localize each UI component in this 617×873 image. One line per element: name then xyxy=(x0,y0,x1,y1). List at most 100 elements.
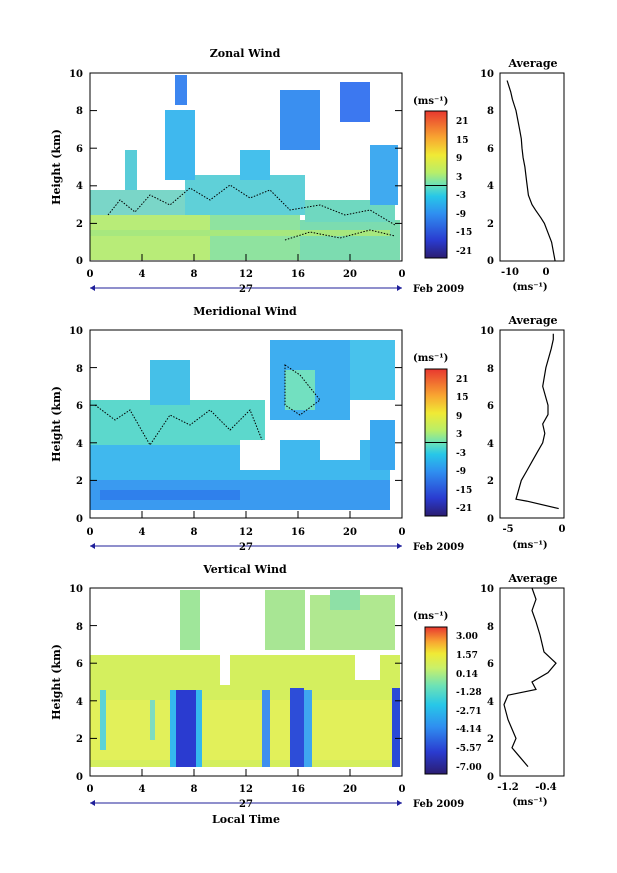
colorbar-tick-label: 15 xyxy=(456,393,469,403)
zonal-average-title: Average xyxy=(507,57,557,70)
y-tick-label: 6 xyxy=(487,144,494,155)
vertical-y-tick-labels: 0 2 4 6 8 10 xyxy=(69,584,83,783)
meridional-average-title: Average xyxy=(507,314,557,327)
heatmap-cell xyxy=(90,215,210,260)
vertical-x-tick-labels: 0 4 8 12 16 20 0 xyxy=(87,784,406,795)
y-tick-label: 2 xyxy=(76,219,83,230)
y-tick-label: 10 xyxy=(69,69,83,80)
heatmap-cell xyxy=(125,150,137,190)
y-tick-label: 6 xyxy=(76,659,83,670)
y-tick-label: 4 xyxy=(76,697,83,708)
zonal-average-x-label: (ms⁻¹) xyxy=(512,282,547,293)
x-tick-label: 16 xyxy=(291,527,305,538)
y-tick-label: 0 xyxy=(487,256,494,267)
meridional-average-x-label: (ms⁻¹) xyxy=(512,540,547,551)
colorbar-tick-label: 3 xyxy=(456,430,462,440)
colorbar-tick-label: -3 xyxy=(456,191,466,201)
meridional-average-y-tick-labels: 0 2 4 6 8 10 xyxy=(480,326,494,525)
y-tick-label: 0 xyxy=(76,256,83,267)
y-tick-label: 10 xyxy=(480,69,494,80)
zonal-colorbar-labels: 21 15 9 3 -3 -9 -15 -21 xyxy=(456,117,472,257)
vertical-panel: Vertical Wind xyxy=(50,563,482,826)
heatmap-cell xyxy=(340,82,370,122)
vertical-y-ticks xyxy=(90,587,402,739)
y-tick-label: 6 xyxy=(487,401,494,412)
x-tick-label: 20 xyxy=(343,527,357,538)
heatmap-cell xyxy=(392,688,400,767)
y-tick-label: 10 xyxy=(69,326,83,337)
colorbar-tick-label: 21 xyxy=(456,375,469,385)
x-tick-label: 16 xyxy=(291,784,305,795)
meridional-y-ticks xyxy=(90,329,402,481)
x-tick-label: 8 xyxy=(191,269,198,280)
x-tick-label: 8 xyxy=(191,527,198,538)
colorbar-tick-label: -21 xyxy=(456,247,472,257)
x-tick-label: 8 xyxy=(191,784,198,795)
x-tick-label: 12 xyxy=(239,527,253,538)
vertical-average-panel: Average 0 2 4 6 8 10 -1.2 -0.4 (ms⁻¹) xyxy=(480,572,565,808)
x-tick-label: 0 xyxy=(87,269,94,280)
colorbar-tick-label: 0.14 xyxy=(456,670,478,680)
colorbar-tick-label: -9 xyxy=(456,467,466,477)
colorbar-tick-label: 9 xyxy=(456,154,462,164)
heatmap-cell xyxy=(90,700,400,760)
heatmap-cell xyxy=(304,690,312,767)
x-tick-label: 12 xyxy=(239,269,253,280)
meridional-zero-contour xyxy=(284,364,321,416)
vertical-date-label: Feb 2009 xyxy=(413,799,464,810)
y-tick-label: 4 xyxy=(487,439,494,450)
x-tick-label: 12 xyxy=(239,784,253,795)
y-tick-label: 0 xyxy=(487,772,494,783)
zonal-y-tick-labels: 0 2 4 6 8 10 xyxy=(69,69,83,267)
vertical-x-ticks xyxy=(89,769,403,776)
vertical-average-title: Average xyxy=(507,572,557,585)
heatmap-cell xyxy=(265,590,305,650)
meridional-average-panel: Average 0 2 4 6 8 10 -5 0 (ms⁻¹) xyxy=(480,314,565,551)
y-tick-label: 8 xyxy=(487,622,494,633)
heatmap-cell xyxy=(210,215,300,260)
vertical-average-x-label: (ms⁻¹) xyxy=(512,797,547,808)
y-tick-label: 10 xyxy=(480,326,494,337)
vertical-y-axis-label: Height (km) xyxy=(50,644,63,720)
y-tick-label: 8 xyxy=(487,106,494,117)
x-tick-label: 0 xyxy=(87,527,94,538)
x-tick-label: 0 xyxy=(543,267,550,278)
vertical-x-axis-label: Local Time xyxy=(212,813,280,826)
colorbar-tick-label: -15 xyxy=(456,228,472,238)
vertical-average-y-tick-labels: 0 2 4 6 8 10 xyxy=(480,584,494,783)
heatmap-cell xyxy=(285,370,315,410)
meridional-average-profile xyxy=(515,333,559,510)
meridional-colorbar-unit: (ms⁻¹) xyxy=(413,353,448,364)
colorbar-tick-label: 21 xyxy=(456,117,469,127)
zonal-colorbar xyxy=(424,110,448,259)
heatmap-cell xyxy=(355,655,380,680)
x-tick-label: 4 xyxy=(139,269,146,280)
heatmap-cell xyxy=(370,420,395,470)
heatmap-cell xyxy=(165,110,195,180)
x-tick-label: -1.2 xyxy=(497,782,519,793)
meridional-colorbar-labels: 21 15 9 3 -3 -9 -15 -21 xyxy=(456,375,472,514)
x-tick-label: 20 xyxy=(343,784,357,795)
colorbar-tick-label: -3 xyxy=(456,449,466,459)
y-tick-label: 0 xyxy=(487,514,494,525)
y-tick-label: 4 xyxy=(487,181,494,192)
heatmap-cell xyxy=(370,145,398,205)
vertical-heatmap-cells xyxy=(90,590,400,767)
heatmap-cell xyxy=(240,440,280,470)
colorbar-tick-label: -21 xyxy=(456,504,472,514)
y-tick-label: 6 xyxy=(487,659,494,670)
colorbar-tick-label: -7.00 xyxy=(456,763,482,773)
heatmap-cell xyxy=(185,175,305,215)
meridional-x-ticks xyxy=(89,511,403,518)
y-tick-label: 4 xyxy=(487,697,494,708)
x-tick-label: 0 xyxy=(399,784,406,795)
heatmap-cell xyxy=(175,75,187,105)
colorbar-tick-label: -4.14 xyxy=(456,725,482,735)
heatmap-cell xyxy=(262,690,270,767)
zonal-y-ticks xyxy=(90,72,402,224)
y-tick-label: 6 xyxy=(76,401,83,412)
meridional-zero-contour xyxy=(94,404,263,446)
heatmap-cell xyxy=(196,690,202,767)
meridional-x-tick-labels: 0 4 8 12 16 20 0 xyxy=(87,527,406,538)
colorbar-tick-label: 1.57 xyxy=(456,651,478,661)
